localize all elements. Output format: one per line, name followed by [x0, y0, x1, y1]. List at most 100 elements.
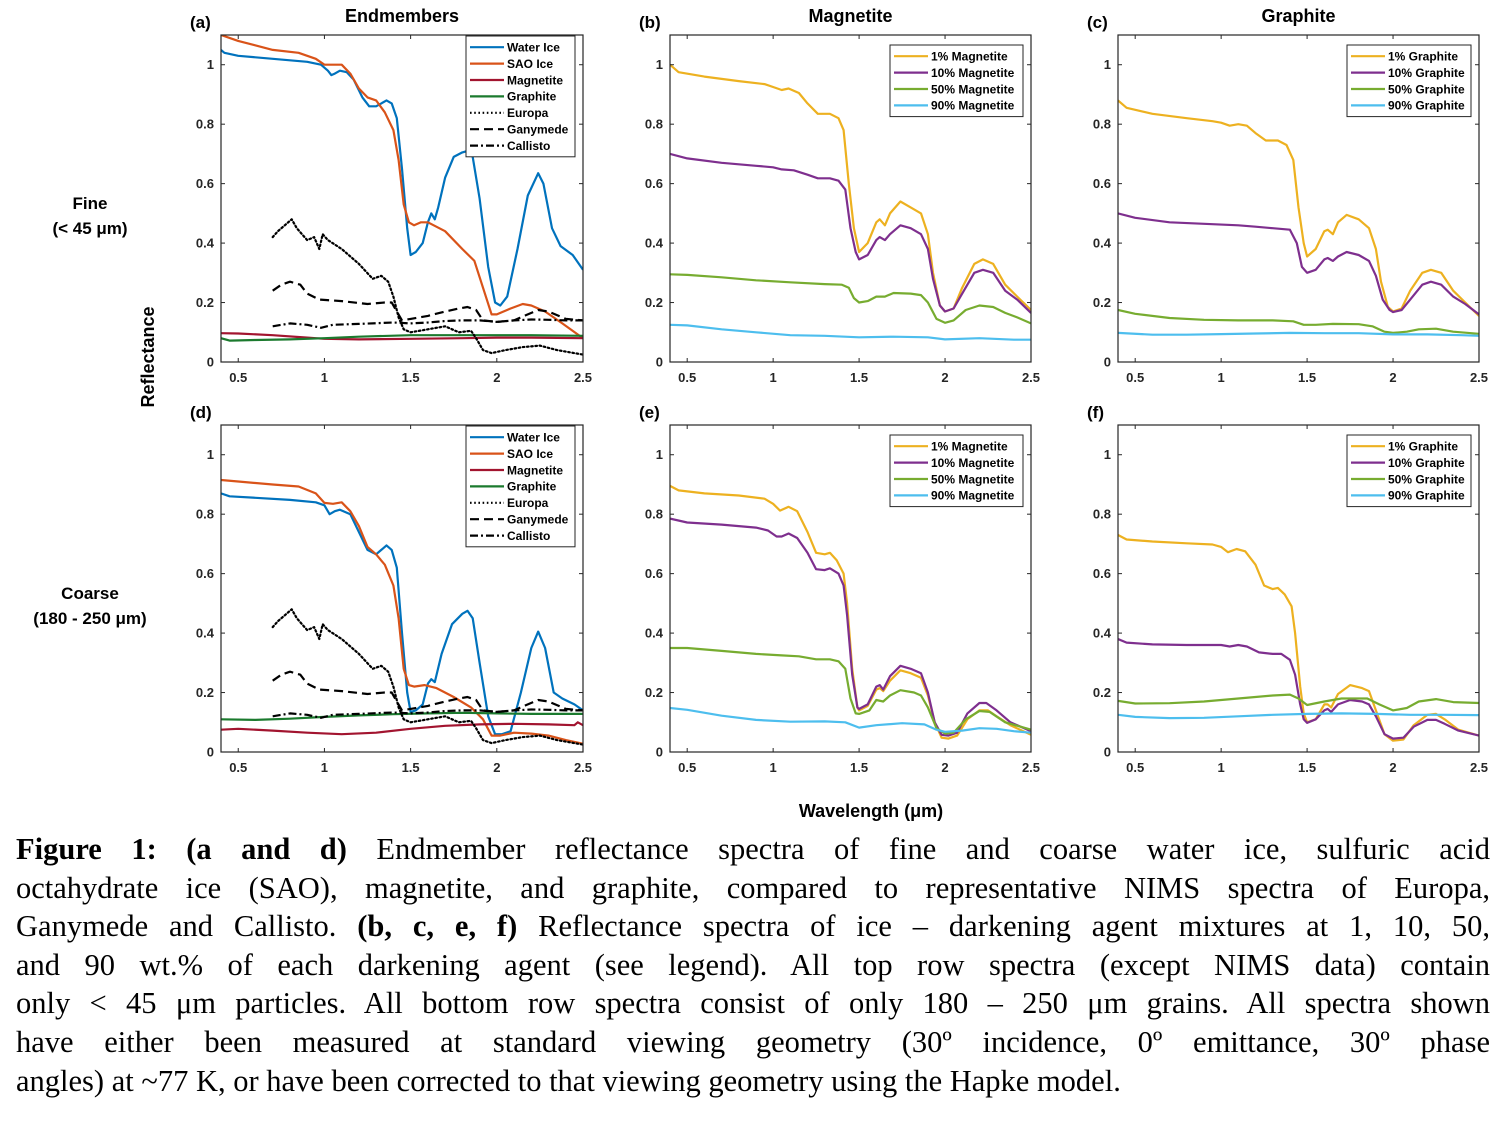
x-tick-label: 2.5 [1022, 370, 1040, 385]
legend-label: 90% Graphite [1388, 489, 1465, 503]
x-tick-label: 2.5 [1022, 760, 1040, 775]
y-tick-label: 1 [207, 447, 214, 462]
legend-label: 1% Graphite [1388, 440, 1458, 454]
series-line-sao-ice [221, 478, 583, 745]
x-tick-label: 0.5 [229, 370, 247, 385]
caption-line: Figure 1: (a and d) Endmember reflectanc… [16, 832, 1490, 866]
series-line-graphite [221, 711, 583, 721]
series-line-ganymede [272, 670, 583, 713]
x-tick-label: 1.5 [850, 760, 868, 775]
series-line-10-graphite [1118, 212, 1479, 316]
caption-bold-text: (b, c, e, f) [357, 909, 518, 944]
legend-label: 1% Magnetite [931, 440, 1008, 454]
y-tick-label: 0.8 [1093, 117, 1111, 132]
x-tick-label: 2 [941, 760, 948, 775]
y-tick-label: 0.4 [1093, 626, 1112, 641]
panel-b: 0.5 1 1.5 2 2.5 0 0.2 0.4 0.6 0.8 1 (b) Magnetite 1% … [639, 6, 1040, 385]
legend-label: 1% Magnetite [931, 50, 1008, 64]
x-tick-label: 1.5 [1298, 760, 1316, 775]
x-tick-label: 2.5 [574, 370, 592, 385]
axes-box [1117, 424, 1480, 753]
y-tick-label: 1 [1104, 447, 1111, 462]
caption-line: have either been measured at standard vi… [16, 1024, 1490, 1059]
series-line-callisto [272, 318, 583, 329]
row-label-fine-line1: Fine [73, 194, 108, 213]
y-tick-label: 0.2 [196, 295, 214, 310]
series-line-90-magnetite [670, 706, 1031, 734]
legend-label: Magnetite [507, 463, 563, 477]
panel-label: (d) [190, 403, 212, 422]
series-group [221, 35, 583, 356]
x-tick-label: 1 [1218, 760, 1225, 775]
legend-label: Magnetite [507, 73, 563, 87]
series-group [670, 484, 1031, 740]
legend: 1% Magnetite 10% Magnetite 50% Magnetite 90… [889, 434, 1024, 508]
legend-label: Graphite [507, 480, 557, 494]
series-line-sao-ice [221, 35, 583, 340]
series-line-ganymede [272, 280, 583, 323]
y-tick-label: 0.2 [645, 295, 663, 310]
y-tick-label: 0.2 [1093, 685, 1111, 700]
legend-label: SAO Ice [507, 57, 553, 71]
series-line-callisto [272, 708, 583, 719]
y-tick-label: 1 [656, 447, 663, 462]
panel-label: (e) [639, 403, 660, 422]
y-tick-label: 0 [207, 355, 214, 370]
y-tick-label: 0.8 [1093, 507, 1111, 522]
legend-label: 90% Magnetite [931, 489, 1015, 503]
caption-line: octahydrate ice (SAO), magnetite, and gr… [16, 870, 1490, 905]
y-tick-label: 0.8 [645, 117, 663, 132]
series-group [221, 478, 583, 746]
x-tick-label: 0.5 [1126, 760, 1144, 775]
y-tick-label: 0.6 [196, 176, 214, 191]
series-line-water-ice [221, 49, 583, 307]
y-tick-label: 0.2 [196, 685, 214, 700]
series-line-1-magnetite [670, 63, 1031, 313]
legend-label: Callisto [507, 139, 550, 153]
series-line-10-magnetite [670, 152, 1031, 314]
legend-label: Water Ice [507, 41, 560, 55]
legend-label: 50% Graphite [1388, 472, 1465, 486]
y-tick-label: 0 [207, 745, 214, 760]
panel-title: Magnetite [808, 6, 892, 26]
x-tick-label: 1 [321, 370, 328, 385]
y-tick-label: 0.8 [196, 507, 214, 522]
x-tick-label: 1.5 [402, 370, 420, 385]
row-label-fine-line2: (< 45 μm) [52, 219, 127, 238]
x-tick-label: 2 [1389, 370, 1396, 385]
y-tick-label: 1 [656, 57, 663, 72]
series-line-europa [271, 608, 583, 746]
legend-label: 90% Graphite [1388, 99, 1465, 113]
legend-label: Europa [507, 496, 549, 510]
legend-label: Graphite [507, 90, 557, 104]
axes-box [220, 34, 584, 363]
legend: 1% Magnetite 10% Magnetite 50% Magnetite 90… [889, 44, 1024, 118]
y-tick-label: 0.8 [196, 117, 214, 132]
y-tick-label: 1 [207, 57, 214, 72]
series-line-50-graphite [1118, 308, 1479, 335]
series-line-1-graphite [1118, 99, 1479, 317]
series-line-10-graphite [1118, 637, 1479, 740]
x-tick-label: 0.5 [678, 760, 696, 775]
panel-f: 0.5 1 1.5 2 2.500.20.40.60.81(f)1% Graphite1… [1087, 403, 1488, 775]
panel-label: (b) [639, 13, 661, 32]
legend-label: Water Ice [507, 431, 560, 445]
series-line-10-magnetite [670, 517, 1031, 737]
legend-label: Ganymede [507, 123, 569, 137]
x-tick-label: 2 [941, 370, 948, 385]
panel-title: Endmembers [345, 6, 459, 26]
axes-box [220, 424, 584, 753]
x-tick-label: 1 [321, 760, 328, 775]
axes-box [669, 34, 1032, 363]
y-tick-label: 0.6 [1093, 176, 1111, 191]
panel-d: 0.5 1 1.5 2 2.5 0 0.2 0.4 0.6 0.8 1 (d) Water Ice SAO… [190, 403, 592, 775]
axes-box [1117, 34, 1480, 363]
legend: Water Ice SAO Ice Magnetite Graphite Europa G… [465, 425, 576, 548]
y-tick-label: 0.8 [645, 507, 663, 522]
legend-label: 10% Magnetite [931, 66, 1015, 80]
legend-label: 10% Magnetite [931, 456, 1015, 470]
caption-bold-text: Figure 1: (a and d) [16, 832, 347, 866]
figure-caption: Figure 1: (a and d) Endmember reflectanc… [16, 830, 1490, 1100]
y-tick-label: 0.6 [1093, 566, 1111, 581]
caption-line: only < 45 μm particles. All bottom row s… [16, 986, 1490, 1021]
